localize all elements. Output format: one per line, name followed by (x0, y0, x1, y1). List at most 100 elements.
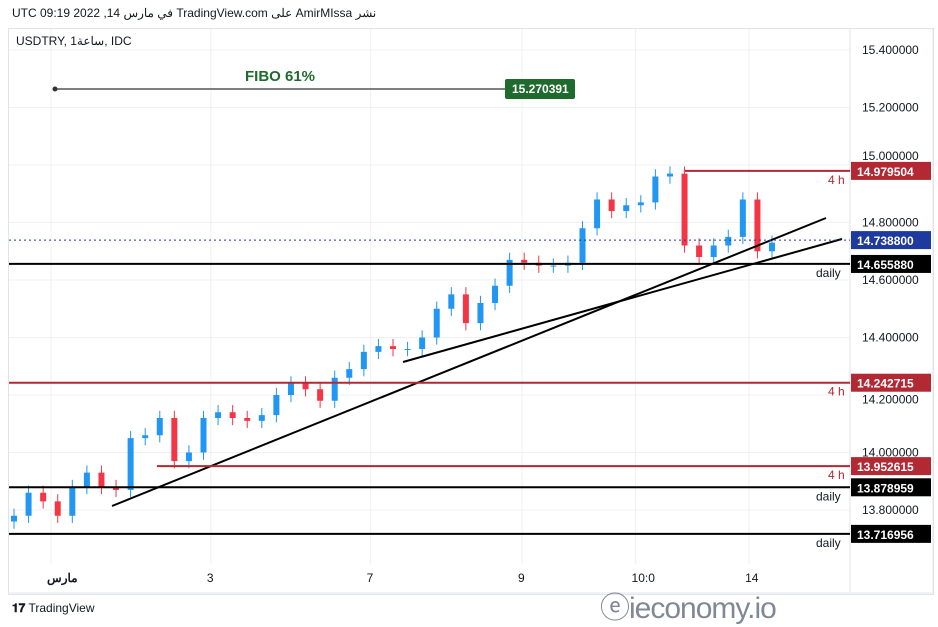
level-price: 13.716956 (857, 528, 914, 542)
level-tag: daily (816, 536, 841, 550)
y-tick: 14.800000 (862, 216, 919, 230)
x-tick: مارس (47, 571, 78, 586)
candle-body (637, 202, 644, 206)
candle-body (608, 199, 615, 211)
candle-body (346, 369, 353, 378)
candle-body (98, 472, 105, 487)
publish-info: UTC في مارس 14, 2022 09:19 TradingView.c… (12, 6, 377, 20)
time-axis (9, 564, 932, 592)
level-price: 14.979504 (857, 165, 914, 179)
level-tag: 4 h (828, 173, 845, 187)
candle-body (652, 176, 659, 203)
candle-body (492, 285, 499, 303)
candle-body (54, 501, 61, 516)
level-price: 13.952615 (857, 460, 914, 474)
y-tick: 14.600000 (862, 273, 919, 287)
candle-body (462, 294, 469, 324)
symbol-label: USDTRY, 1ساعة, IDC (16, 34, 132, 48)
level-price-badge (851, 524, 931, 543)
level-price-badge (851, 478, 931, 497)
candle-body (185, 452, 192, 462)
y-tick: 15.400000 (862, 43, 919, 57)
candle-body (550, 265, 557, 267)
last-price: 14.738800 (857, 234, 914, 248)
level-price: 14.242715 (857, 377, 914, 391)
candle-body (273, 395, 280, 416)
level-tag: 4 h (828, 385, 845, 399)
y-tick: 14.000000 (862, 446, 919, 460)
candle-body (375, 346, 382, 352)
candle-body (404, 349, 411, 350)
candle-body (142, 435, 149, 439)
level-tag: daily (816, 489, 841, 503)
candle-body (113, 487, 120, 490)
candle-body (754, 199, 761, 252)
y-tick: 15.200000 (862, 101, 919, 115)
plot-area (9, 29, 850, 564)
candle-body (433, 308, 440, 338)
x-tick: 14 (745, 571, 759, 585)
candle-body (710, 245, 717, 257)
fibo-anchor (52, 86, 58, 92)
candle-body (11, 515, 17, 522)
candle-body (623, 205, 630, 211)
level-price-badge (851, 457, 931, 476)
y-tick: 13.800000 (862, 503, 919, 517)
y-tick: 14.400000 (862, 331, 919, 345)
candle-body (521, 259, 528, 263)
level-price: 14.655880 (857, 258, 914, 272)
candle-body (171, 418, 178, 462)
candle-body (594, 199, 601, 229)
candle-body (40, 492, 47, 502)
candle-body (215, 412, 222, 418)
candle-body (419, 337, 426, 349)
tradingview-logo: 𝟏𝟕 TradingView (12, 601, 95, 615)
level-price-badge (851, 373, 931, 392)
candle-body (769, 242, 775, 252)
watermark-text: ieconomy.io (629, 592, 777, 625)
candle-body (229, 412, 236, 418)
watermark: ⓔieconomy.io (600, 592, 777, 625)
trendline (402, 238, 843, 363)
candle-body (579, 228, 586, 263)
candle-body (331, 377, 338, 401)
candle-body (360, 351, 367, 370)
last-price-badge (851, 231, 931, 250)
candle-body (156, 418, 163, 436)
level-price-badge (851, 161, 931, 180)
candle-body (666, 173, 673, 177)
level-tag: daily (816, 266, 841, 280)
candle-body (127, 438, 134, 490)
level-price-badge (851, 254, 931, 273)
candle-body (287, 383, 294, 395)
candle-body (390, 346, 396, 349)
candle-body (302, 383, 309, 390)
x-tick: 7 (367, 571, 374, 585)
level-price: 13.878959 (857, 481, 914, 495)
level-tag: 4 h (828, 468, 845, 482)
candle-body (317, 389, 324, 401)
candle-body (681, 173, 688, 246)
fibo-badge (505, 79, 575, 99)
x-tick: 10:0 (632, 571, 656, 585)
candle-body (506, 259, 513, 286)
candle-body (200, 418, 207, 453)
y-tick: 15.000000 (862, 149, 919, 163)
brand-label: TradingView (28, 601, 95, 615)
x-tick: 3 (207, 571, 214, 585)
candle-body (244, 418, 251, 421)
candle-body (739, 199, 746, 237)
candle-body (69, 487, 76, 516)
candle-body (83, 472, 90, 487)
trendline (111, 217, 827, 507)
candle-body (696, 245, 703, 257)
candle-body (258, 415, 265, 421)
fibo-label: FIBO 61% (245, 68, 315, 85)
fibo-value: 15.270391 (512, 82, 569, 96)
candle-body (477, 303, 484, 324)
candle-body (25, 492, 32, 516)
y-tick: 14.200000 (862, 393, 919, 407)
candle-body (725, 236, 732, 246)
x-tick: 9 (518, 571, 525, 585)
